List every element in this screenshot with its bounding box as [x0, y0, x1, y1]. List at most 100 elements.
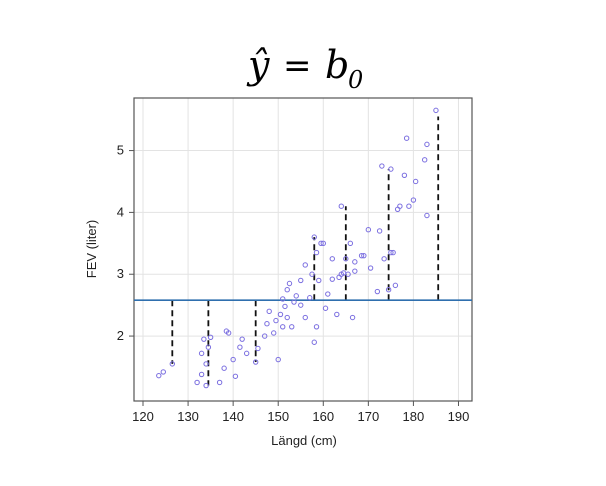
data-point — [349, 314, 356, 321]
data-point — [381, 256, 387, 262]
y-tick-label: 3 — [117, 266, 124, 281]
data-point — [243, 350, 250, 357]
data-point — [277, 311, 284, 318]
y-axis-label: FEV (liter) — [84, 220, 99, 279]
data-point — [424, 212, 430, 219]
data-point — [293, 293, 299, 299]
data-point — [286, 280, 293, 287]
x-tick-label: 180 — [403, 409, 425, 424]
data-point — [379, 163, 385, 169]
data-point — [216, 379, 223, 386]
data-point — [352, 268, 358, 274]
x-tick-label: 150 — [267, 409, 289, 424]
data-point — [403, 135, 410, 141]
data-point — [284, 314, 290, 321]
data-point — [309, 271, 315, 277]
data-point — [352, 259, 358, 265]
data-point — [374, 288, 381, 295]
data-point — [198, 350, 205, 357]
title-subscript: 0 — [348, 66, 363, 94]
data-point — [221, 365, 227, 371]
data-point — [160, 369, 166, 375]
data-point — [271, 330, 277, 336]
data-point — [264, 321, 270, 327]
data-point — [252, 359, 259, 365]
data-point — [201, 336, 207, 342]
data-point — [325, 291, 331, 297]
data-point — [320, 240, 326, 247]
data-point — [406, 203, 412, 209]
data-point — [203, 382, 209, 389]
data-point — [289, 324, 295, 330]
data-point — [385, 286, 392, 293]
data-point — [329, 256, 335, 262]
y-tick-label: 2 — [117, 328, 124, 343]
x-axis-label: Längd (cm) — [271, 433, 337, 448]
x-tick-label: 190 — [448, 409, 470, 424]
data-point — [232, 373, 239, 379]
title-equals: = — [283, 46, 312, 86]
data-point — [194, 379, 200, 386]
plot-area: 120 130 140 150 160 170 180 190 2 3 4 5 — [117, 97, 473, 424]
plot-frame — [133, 97, 473, 402]
data-point — [280, 296, 286, 302]
data-point — [313, 249, 320, 256]
y-tick-label: 4 — [117, 204, 124, 219]
data-point — [390, 249, 396, 256]
data-point — [424, 141, 430, 148]
data-point — [237, 344, 243, 350]
data-point — [361, 252, 367, 259]
data-point — [302, 314, 308, 321]
data-point — [367, 265, 374, 271]
data-point — [397, 203, 403, 209]
data-point — [365, 227, 372, 233]
chart-title: ŷ = b 0 — [246, 43, 363, 94]
data-point — [433, 107, 439, 114]
data-point — [345, 271, 351, 277]
data-point — [412, 178, 419, 185]
x-tick-label: 140 — [222, 409, 244, 424]
data-point — [261, 333, 268, 339]
data-point — [334, 311, 340, 318]
data-point — [358, 252, 365, 259]
data-point — [343, 256, 349, 262]
data-point — [302, 262, 308, 268]
data-point — [392, 282, 399, 289]
data-point — [298, 277, 304, 284]
data-point — [156, 372, 162, 379]
data-point — [322, 305, 329, 311]
data-point — [266, 308, 272, 315]
data-point — [282, 303, 288, 310]
data-point — [225, 330, 232, 336]
data-point — [239, 336, 245, 342]
data-point — [318, 240, 324, 247]
data-point — [169, 361, 176, 367]
x-tick-label: 160 — [312, 409, 334, 424]
data-point — [347, 240, 354, 247]
y-tick-label: 5 — [117, 143, 124, 158]
data-point — [313, 324, 320, 330]
data-point — [410, 197, 417, 203]
data-point — [311, 339, 317, 345]
data-point — [388, 166, 394, 172]
data-point — [307, 295, 313, 301]
data-point — [275, 356, 281, 363]
data-point — [280, 324, 286, 330]
data-point — [203, 361, 209, 367]
title-yhat: ŷ — [246, 43, 270, 87]
data-point — [329, 276, 335, 282]
data-point — [316, 277, 322, 284]
data-point — [421, 157, 428, 163]
data-point — [401, 172, 408, 178]
x-tick-label: 170 — [357, 409, 379, 424]
data-point — [298, 302, 304, 308]
x-tick-label: 130 — [177, 409, 199, 424]
data-point — [291, 299, 297, 305]
data-point — [230, 356, 236, 363]
data-point — [207, 334, 214, 341]
data-point — [198, 371, 205, 378]
x-tick-label: 120 — [132, 409, 154, 424]
data-point — [255, 345, 261, 352]
data-point — [311, 234, 317, 240]
